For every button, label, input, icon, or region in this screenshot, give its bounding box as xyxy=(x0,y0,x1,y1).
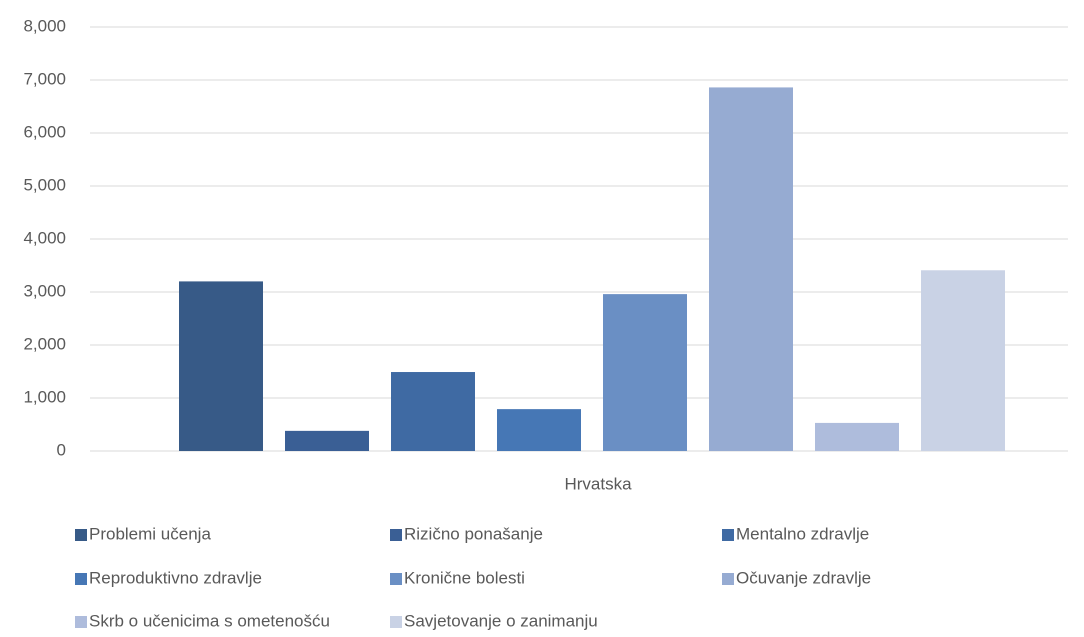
y-tick-label: 1,000 xyxy=(23,387,66,406)
legend-swatch xyxy=(75,616,87,628)
bar xyxy=(391,372,475,451)
y-tick-label: 5,000 xyxy=(23,175,66,194)
legend-label: Očuvanje zdravlje xyxy=(736,568,871,587)
legend-label: Mentalno zdravlje xyxy=(736,524,869,543)
legend-swatch xyxy=(722,573,734,585)
bar xyxy=(815,422,899,451)
bar xyxy=(603,294,687,451)
legend-label: Rizično ponašanje xyxy=(404,524,543,543)
legend-swatch xyxy=(390,616,402,628)
y-tick-label: 3,000 xyxy=(23,281,66,300)
y-tick-label: 8,000 xyxy=(23,16,66,35)
legend-label: Skrb o učenicima s ometenošću xyxy=(89,611,330,630)
y-tick-label: 7,000 xyxy=(23,69,66,88)
legend-label: Kronične bolesti xyxy=(404,568,525,587)
legend-swatch xyxy=(75,573,87,585)
legend-label: Savjetovanje o zanimanju xyxy=(404,611,598,630)
bar xyxy=(285,430,369,451)
y-tick-label: 6,000 xyxy=(23,122,66,141)
legend-swatch xyxy=(390,529,402,541)
legend-label: Reproduktivno zdravlje xyxy=(89,568,262,587)
y-tick-label: 0 xyxy=(57,440,66,459)
y-tick-label: 2,000 xyxy=(23,334,66,353)
legend-swatch xyxy=(390,573,402,585)
bar xyxy=(709,87,793,452)
bar xyxy=(179,281,263,451)
x-tick-label: Hrvatska xyxy=(564,474,632,493)
legend-label: Problemi učenja xyxy=(89,524,211,543)
legend-swatch xyxy=(722,529,734,541)
legend-swatch xyxy=(75,529,87,541)
bar xyxy=(497,409,581,451)
bar xyxy=(921,270,1005,451)
y-tick-label: 4,000 xyxy=(23,228,66,247)
